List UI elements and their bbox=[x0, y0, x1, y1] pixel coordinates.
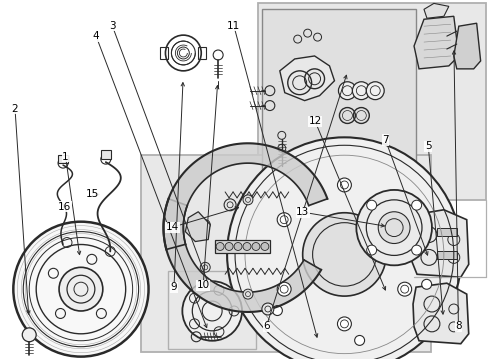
Text: 11: 11 bbox=[227, 21, 240, 31]
Circle shape bbox=[352, 82, 369, 100]
Circle shape bbox=[302, 213, 386, 296]
Text: 16: 16 bbox=[58, 202, 71, 212]
Circle shape bbox=[411, 245, 421, 255]
Text: 5: 5 bbox=[424, 141, 431, 151]
Circle shape bbox=[354, 336, 364, 345]
Bar bbox=[101, 150, 111, 159]
Text: 9: 9 bbox=[170, 282, 177, 292]
Text: 7: 7 bbox=[382, 135, 388, 145]
Text: 10: 10 bbox=[196, 280, 209, 291]
Circle shape bbox=[224, 199, 236, 211]
Bar bbox=[198, 47, 206, 59]
Circle shape bbox=[200, 262, 210, 272]
Circle shape bbox=[59, 267, 102, 311]
Circle shape bbox=[272, 306, 282, 315]
Text: 12: 12 bbox=[308, 116, 321, 126]
Bar bbox=[160, 47, 168, 59]
Circle shape bbox=[13, 222, 148, 357]
Circle shape bbox=[243, 243, 250, 251]
Polygon shape bbox=[408, 210, 468, 277]
Circle shape bbox=[200, 220, 210, 230]
Circle shape bbox=[356, 190, 431, 265]
Circle shape bbox=[411, 200, 421, 210]
Text: 3: 3 bbox=[109, 21, 115, 31]
Circle shape bbox=[226, 137, 461, 360]
Text: 13: 13 bbox=[296, 207, 309, 217]
Circle shape bbox=[377, 212, 409, 243]
Text: 8: 8 bbox=[454, 321, 461, 332]
Polygon shape bbox=[185, 212, 210, 242]
Bar bbox=[58, 155, 68, 163]
Circle shape bbox=[262, 303, 273, 315]
Circle shape bbox=[277, 282, 290, 296]
Text: 6: 6 bbox=[263, 321, 269, 332]
Circle shape bbox=[366, 245, 376, 255]
Text: 15: 15 bbox=[86, 189, 99, 199]
Circle shape bbox=[234, 243, 242, 251]
Bar bbox=[215, 239, 269, 253]
Bar bbox=[141, 155, 430, 352]
Circle shape bbox=[22, 328, 36, 342]
Polygon shape bbox=[413, 16, 458, 69]
Text: 14: 14 bbox=[165, 222, 179, 232]
Circle shape bbox=[397, 282, 411, 296]
Circle shape bbox=[182, 281, 242, 341]
Circle shape bbox=[421, 279, 431, 289]
Circle shape bbox=[243, 195, 252, 205]
Polygon shape bbox=[163, 199, 321, 312]
Polygon shape bbox=[423, 3, 448, 18]
Circle shape bbox=[338, 82, 356, 100]
Text: 1: 1 bbox=[62, 152, 69, 162]
Circle shape bbox=[216, 243, 224, 251]
Polygon shape bbox=[163, 143, 327, 249]
Circle shape bbox=[337, 178, 351, 192]
Circle shape bbox=[261, 243, 268, 251]
Text: 2: 2 bbox=[12, 104, 18, 113]
Bar bbox=[257, 3, 485, 200]
Polygon shape bbox=[453, 23, 480, 69]
Text: 4: 4 bbox=[93, 31, 100, 41]
Polygon shape bbox=[412, 283, 468, 344]
Polygon shape bbox=[279, 56, 334, 100]
Circle shape bbox=[251, 243, 260, 251]
Circle shape bbox=[243, 289, 252, 299]
Circle shape bbox=[366, 82, 384, 100]
Bar bbox=[436, 251, 456, 260]
Circle shape bbox=[224, 243, 233, 251]
Circle shape bbox=[397, 213, 411, 227]
Bar bbox=[168, 271, 255, 349]
Bar bbox=[436, 228, 456, 235]
Circle shape bbox=[366, 200, 376, 210]
Bar bbox=[262, 9, 415, 183]
Circle shape bbox=[277, 213, 290, 227]
Circle shape bbox=[337, 317, 351, 331]
